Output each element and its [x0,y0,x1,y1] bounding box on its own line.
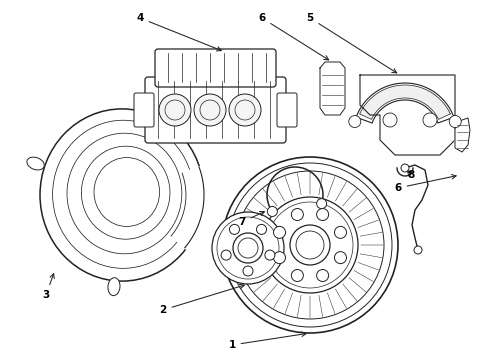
FancyBboxPatch shape [134,93,154,127]
Polygon shape [359,85,449,120]
Circle shape [316,208,328,221]
Text: 1: 1 [228,332,305,350]
Circle shape [159,94,191,126]
Circle shape [316,199,326,209]
Circle shape [334,252,346,264]
Circle shape [232,233,263,263]
Circle shape [264,250,274,260]
Circle shape [291,208,303,221]
Polygon shape [359,75,454,155]
Wedge shape [172,166,208,250]
Text: 3: 3 [42,274,54,300]
Polygon shape [355,83,453,123]
Text: 6: 6 [258,13,328,60]
Circle shape [256,224,266,234]
Circle shape [400,164,408,172]
Ellipse shape [108,278,120,296]
Circle shape [273,252,285,264]
Circle shape [229,224,239,234]
FancyBboxPatch shape [276,93,296,127]
Circle shape [267,206,277,216]
Circle shape [289,225,329,265]
Circle shape [221,250,231,260]
FancyBboxPatch shape [155,49,275,87]
Circle shape [382,113,396,127]
Text: 8: 8 [407,170,414,180]
Ellipse shape [161,107,175,124]
Circle shape [262,197,357,293]
Circle shape [413,246,421,254]
Circle shape [212,212,284,284]
Circle shape [222,157,397,333]
Text: 4: 4 [136,13,221,51]
Circle shape [291,270,303,282]
Ellipse shape [27,157,44,170]
Ellipse shape [40,109,203,281]
Circle shape [448,116,460,127]
Circle shape [348,116,360,127]
Polygon shape [454,118,469,152]
Polygon shape [319,62,345,115]
FancyBboxPatch shape [145,77,285,143]
Circle shape [243,266,252,276]
Circle shape [316,270,328,282]
Text: 6: 6 [393,175,455,193]
Circle shape [334,226,346,238]
Circle shape [228,94,261,126]
Circle shape [273,226,285,238]
Text: 5: 5 [306,13,396,73]
Text: 7: 7 [238,211,264,227]
Circle shape [422,113,436,127]
Text: 2: 2 [159,284,244,315]
Circle shape [194,94,225,126]
